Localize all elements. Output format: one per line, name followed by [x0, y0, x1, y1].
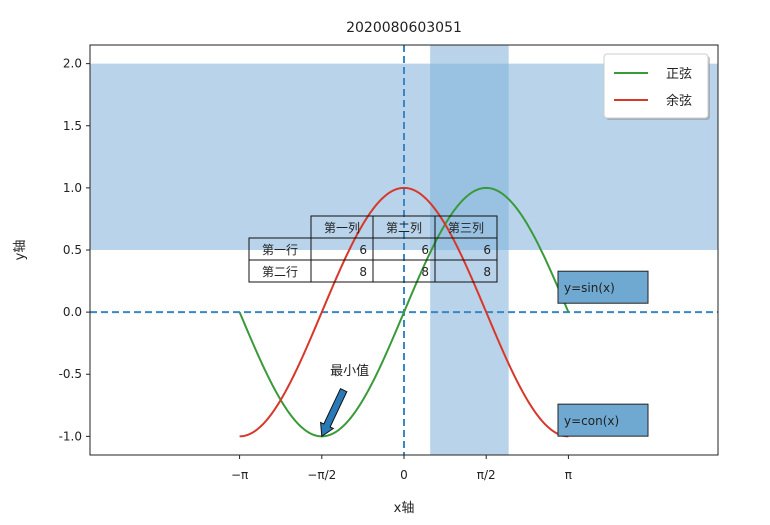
y-tick-label: -0.5: [59, 367, 82, 381]
table-cell-value: 8: [359, 265, 367, 279]
y-tick-label: 0.5: [63, 243, 82, 257]
annotation-arrow: [320, 388, 348, 438]
table-row-header: 第二行: [262, 265, 298, 279]
table-cell-value: 8: [421, 265, 429, 279]
text-box-2: y=con(x): [557, 403, 649, 437]
table-column-header: 第三列: [448, 221, 484, 235]
series-line-1: [238, 186, 570, 438]
text-box-label: y=con(x): [564, 414, 619, 428]
table-cell: [434, 259, 498, 283]
table-cell-value: 6: [359, 243, 367, 257]
y-axis-label: y轴: [13, 240, 28, 261]
annotation-text: 最小值: [330, 363, 369, 379]
x-axis-label: x轴: [394, 501, 415, 516]
table-row-header: 第一行: [262, 243, 298, 257]
table-column-header: 第二列: [386, 221, 422, 235]
table-column-header: 第一列: [324, 221, 360, 235]
x-tick-label: −π/2: [307, 468, 336, 482]
legend-label: 余弦: [666, 93, 692, 109]
text-box-1: y=sin(x): [557, 270, 649, 304]
text-box-label: y=sin(x): [564, 281, 615, 295]
x-tick-label: π: [565, 468, 572, 482]
vertical-span: [430, 45, 509, 455]
text-box-background: [557, 403, 649, 437]
y-tick-label: 1.5: [63, 119, 82, 133]
y-tick-label: 2.0: [63, 57, 82, 71]
series-line-2: [239, 186, 569, 438]
x-tick-label: 0: [400, 468, 408, 482]
annotation: 最小值: [320, 363, 369, 438]
legend-label: 正弦: [666, 66, 692, 82]
y-tick-label: 0.0: [63, 305, 82, 319]
table-cell-value: 6: [421, 243, 429, 257]
legend-box: [603, 53, 709, 119]
chart-title: 2020080603051: [346, 20, 462, 36]
y-tick-label: -1.0: [59, 429, 82, 443]
x-tick-label: π/2: [477, 468, 496, 482]
y-tick-label: 1.0: [63, 181, 82, 195]
table-cell-value: 6: [483, 243, 491, 257]
text-box-background: [557, 270, 649, 304]
x-tick-label: −π: [231, 468, 248, 482]
table-cell-value: 8: [483, 265, 491, 279]
